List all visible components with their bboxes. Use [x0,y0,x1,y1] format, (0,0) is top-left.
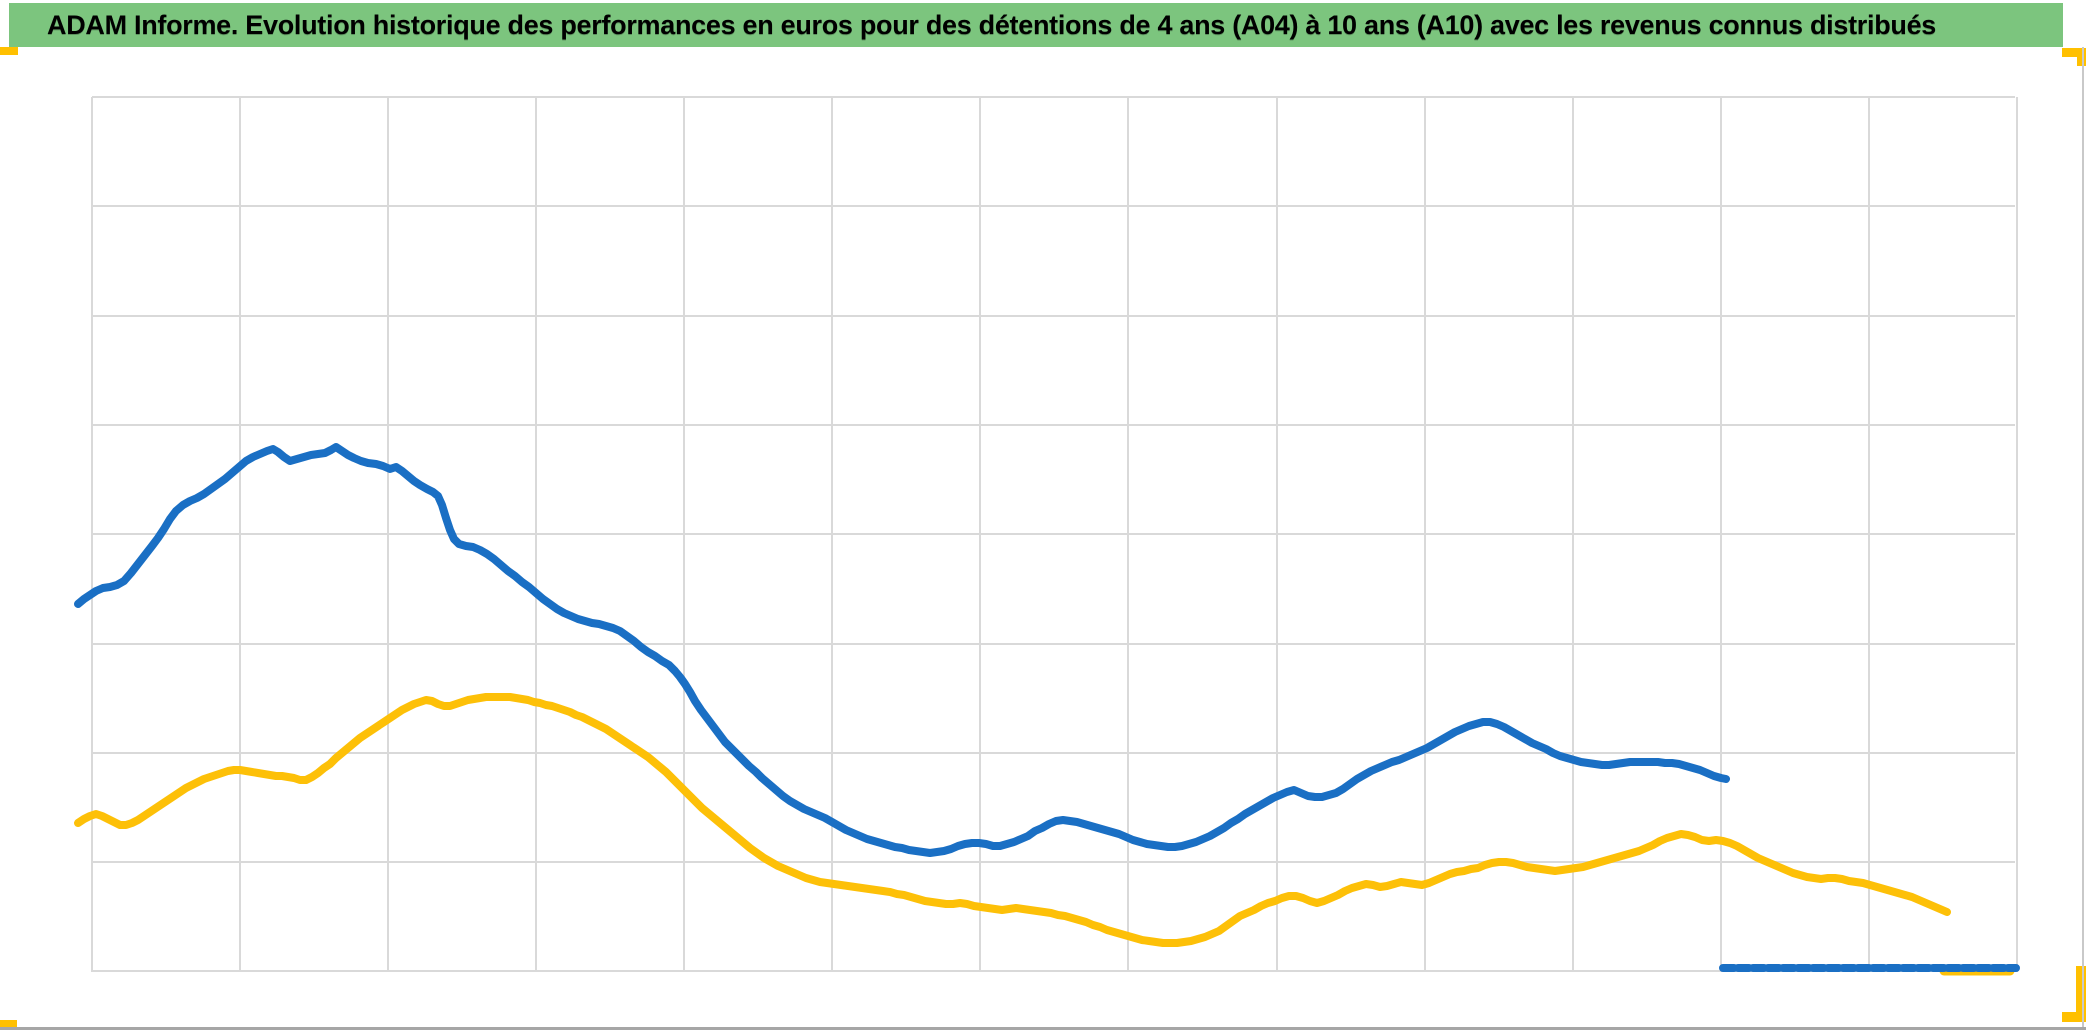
handle-bar [2077,48,2086,66]
window-bottom-edge [0,1027,2086,1030]
chart-title-bar: ADAM Informe. Evolution historique des p… [9,3,2063,47]
series-line-serie-bleue [74,443,1730,857]
window-right-edge [2082,47,2084,1028]
handle-bar [0,1020,17,1029]
selection-handle-bottom-right[interactable] [2062,966,2086,1022]
handle-bar [2062,1012,2086,1022]
handle-bar [2062,48,2086,57]
handle-bar [2076,966,2086,1022]
series-line-serie-jaune [74,693,1951,947]
selection-handle-top-right[interactable] [2062,48,2086,66]
handle-bar [0,47,18,55]
selection-handle-bottom-left[interactable] [0,1020,17,1029]
selection-handle-top-left[interactable] [0,47,18,55]
chart-title: ADAM Informe. Evolution historique des p… [47,9,1937,40]
